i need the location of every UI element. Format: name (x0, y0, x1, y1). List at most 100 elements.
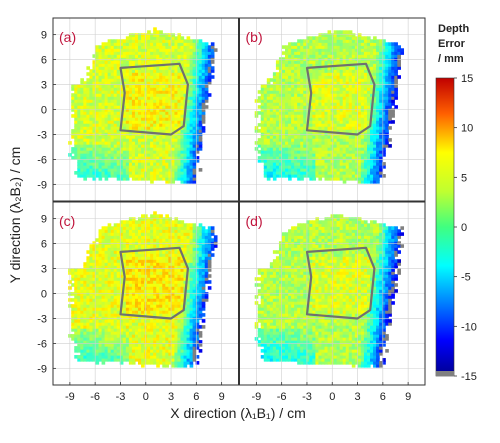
heatmap-cell (113, 72, 118, 76)
heatmap-cell (385, 105, 389, 109)
heatmap-cell (128, 54, 133, 58)
heatmap-cell (282, 93, 286, 97)
heatmap-cell (159, 144, 163, 148)
heatmap-cell (153, 30, 157, 34)
heatmap-cell (345, 135, 350, 139)
heatmap-cell (125, 319, 130, 323)
heatmap-cell (89, 316, 94, 320)
heatmap-cell (150, 135, 154, 139)
heatmap-cell (360, 105, 365, 109)
heatmap-cell (192, 147, 197, 151)
heatmap-cell (110, 310, 115, 314)
heatmap-cell (171, 93, 176, 97)
heatmap-cell (186, 99, 191, 103)
heatmap-cell (294, 87, 298, 91)
heatmap-cell (363, 87, 368, 91)
heatmap-cell (288, 111, 292, 115)
heatmap-cell (119, 135, 124, 139)
heatmap-cell (104, 129, 109, 133)
heatmap-cell (348, 78, 353, 82)
heatmap-cell (95, 132, 100, 136)
heatmap-cell (266, 138, 271, 142)
heatmap-cell (107, 250, 112, 254)
heatmap-cell (300, 42, 304, 46)
heatmap-cell (92, 168, 97, 172)
heatmap-cell (104, 153, 109, 157)
heatmap-cell (324, 117, 329, 121)
heatmap-cell (291, 57, 295, 61)
heatmap-cell (162, 168, 166, 172)
heatmap-cell (77, 334, 81, 338)
heatmap-cell (391, 42, 395, 46)
heatmap-cell (379, 60, 383, 64)
heatmap-cell (357, 156, 362, 160)
heatmap-cell (195, 66, 200, 70)
heatmap-cell (122, 256, 127, 260)
heatmap-cell (312, 168, 316, 172)
heatmap-cell (183, 132, 188, 136)
heatmap-cell (285, 144, 289, 148)
heatmap-cell (119, 223, 124, 227)
heatmap-cell (77, 274, 81, 278)
heatmap-cell (336, 141, 341, 145)
heatmap-cell (363, 81, 368, 85)
heatmap-cell (394, 51, 398, 55)
heatmap-cell (128, 81, 133, 85)
heatmap-cell (306, 90, 310, 94)
heatmap-cell (159, 171, 163, 175)
heatmap-cell (92, 319, 97, 323)
heatmap-cell (80, 325, 84, 329)
heatmap-cell (98, 241, 103, 245)
heatmap-cell (321, 141, 326, 145)
heatmap-cell (357, 138, 362, 142)
heatmap-cell (95, 244, 100, 248)
heatmap-cell (269, 105, 274, 109)
heatmap-cell (309, 147, 313, 151)
heatmap-cell (363, 93, 368, 97)
heatmap-cell (159, 117, 163, 121)
heatmap-cell (89, 135, 94, 139)
heatmap-cell (263, 168, 268, 172)
heatmap-cell (189, 42, 194, 46)
heatmap-cell (183, 165, 188, 169)
heatmap-cell (278, 162, 283, 166)
heatmap-cell (98, 147, 103, 151)
heatmap-cell (324, 165, 329, 169)
heatmap-cell (116, 90, 121, 94)
heatmap-cell (134, 168, 139, 172)
heatmap-cell (107, 72, 112, 76)
heatmap-cell (288, 153, 292, 157)
heatmap-cell (195, 60, 200, 64)
heatmap-cell (141, 48, 145, 52)
heatmap-cell (77, 174, 81, 178)
heatmap-cell (312, 153, 316, 157)
heatmap-cell (119, 247, 124, 251)
heatmap-cell (266, 132, 271, 136)
heatmap-cell (345, 141, 350, 145)
heatmap-cell (128, 220, 133, 224)
heatmap-cell (113, 229, 118, 233)
heatmap-cell (397, 60, 401, 64)
heatmap-cell (119, 238, 124, 242)
heatmap-cell (345, 81, 350, 85)
heatmap-cell (168, 72, 172, 76)
heatmap-cell (394, 84, 398, 88)
heatmap-cell (74, 90, 78, 94)
heatmap-cell (306, 84, 310, 88)
heatmap-cell (95, 90, 100, 94)
heatmap-cell (266, 114, 271, 118)
heatmap-cell (315, 57, 320, 61)
heatmap-cell (137, 232, 142, 236)
heatmap-cell (147, 156, 151, 160)
heatmap-cell (327, 156, 332, 160)
heatmap-cell (125, 165, 130, 169)
heatmap-cell (363, 135, 368, 139)
heatmap-cell (125, 174, 130, 178)
heatmap-cell (86, 343, 91, 347)
heatmap-cell (137, 235, 142, 239)
heatmap-cell (312, 120, 316, 124)
heatmap-cell (110, 48, 115, 52)
heatmap-cell (125, 337, 130, 341)
heatmap-cell (303, 138, 307, 142)
heatmap-cell (300, 72, 304, 76)
